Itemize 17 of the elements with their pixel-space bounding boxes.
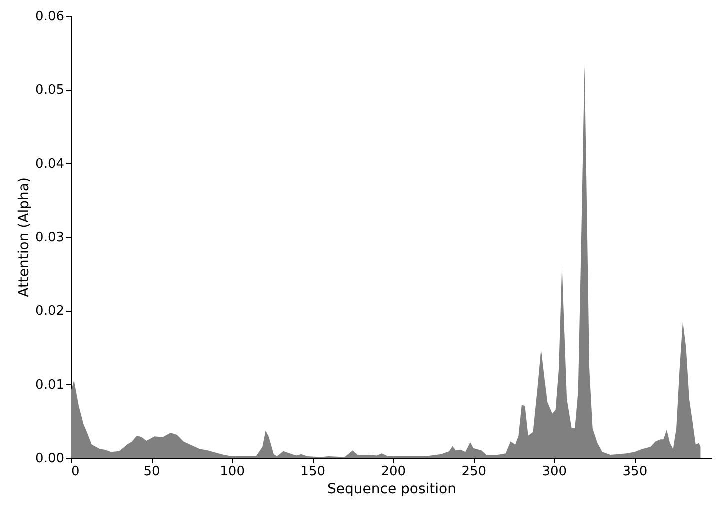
y-tick-label: 0.01 [36,378,64,393]
x-tick-label: 300 [542,464,568,480]
x-tick-label: 0 [72,464,80,480]
x-tick-label: 250 [462,464,487,480]
y-tick-label: 0.05 [36,83,64,98]
y-tick-label: 0.03 [36,230,64,246]
x-axis-title: Sequence position [328,482,456,498]
y-tick-label: 0.04 [36,156,64,172]
x-tick-label: 50 [144,464,160,480]
y-tick-label: 0.06 [36,10,64,24]
y-tick-label: 0.02 [36,304,64,320]
x-tick-label: 350 [622,464,648,480]
y-axis-title: Attention (Alpha) [16,178,33,298]
y-tick-label: 0.00 [36,452,64,466]
x-tick-label: 200 [381,464,406,480]
x-tick-label: 100 [220,464,245,480]
x-tick-label: 150 [300,464,326,480]
